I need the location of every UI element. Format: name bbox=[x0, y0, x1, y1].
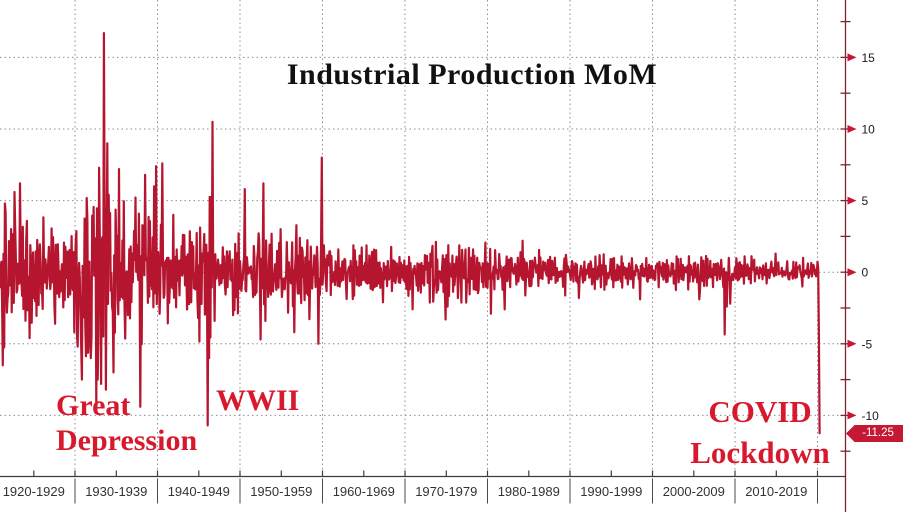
y-axis-label: 15 bbox=[862, 51, 876, 65]
x-axis-label: 1950-1959 bbox=[250, 484, 312, 499]
tick-arrow-icon bbox=[847, 196, 857, 205]
annotation-line: Great bbox=[56, 389, 131, 422]
x-axis-label: 1970-1979 bbox=[415, 484, 477, 499]
x-axis-label: 1940-1949 bbox=[168, 484, 230, 499]
tick-arrow-icon bbox=[847, 53, 857, 62]
x-axis-label: 1960-1969 bbox=[333, 484, 395, 499]
y-axis-label: 0 bbox=[862, 266, 869, 280]
y-axis-label: 10 bbox=[862, 123, 876, 137]
chart-title: Industrial Production MoM bbox=[286, 58, 658, 91]
y-axis-label: 5 bbox=[862, 194, 869, 208]
tick-arrow-icon bbox=[847, 125, 857, 133]
x-axis-label: 2010-2019 bbox=[745, 484, 807, 499]
tick-arrow-icon bbox=[847, 268, 857, 277]
last-value-badge: -11.25 bbox=[846, 425, 903, 442]
annotation-covid-lockdown: COVID Lockdown bbox=[676, 391, 844, 473]
annotation-line: Depression bbox=[56, 424, 198, 457]
x-axis-label: 1980-1989 bbox=[498, 484, 560, 499]
annotation-great-depression: Great Depression bbox=[56, 388, 197, 458]
x-axis-label: 1990-1999 bbox=[580, 484, 642, 499]
tick-arrow-icon bbox=[847, 411, 857, 420]
x-axis-label: 1930-1939 bbox=[85, 484, 147, 499]
x-axis-label: 2000-2009 bbox=[663, 484, 725, 499]
annotation-line: Lockdown bbox=[690, 435, 830, 470]
x-axis-label: 1920-1929 bbox=[3, 484, 65, 499]
annotation-line: COVID bbox=[708, 394, 812, 429]
annotation-line: WWII bbox=[216, 384, 300, 417]
y-axis-label: -5 bbox=[862, 337, 873, 351]
annotation-wwii: WWII bbox=[216, 384, 299, 418]
data-line bbox=[0, 31, 821, 435]
tick-arrow-icon bbox=[847, 339, 857, 348]
y-axis-label: -10 bbox=[862, 409, 880, 423]
